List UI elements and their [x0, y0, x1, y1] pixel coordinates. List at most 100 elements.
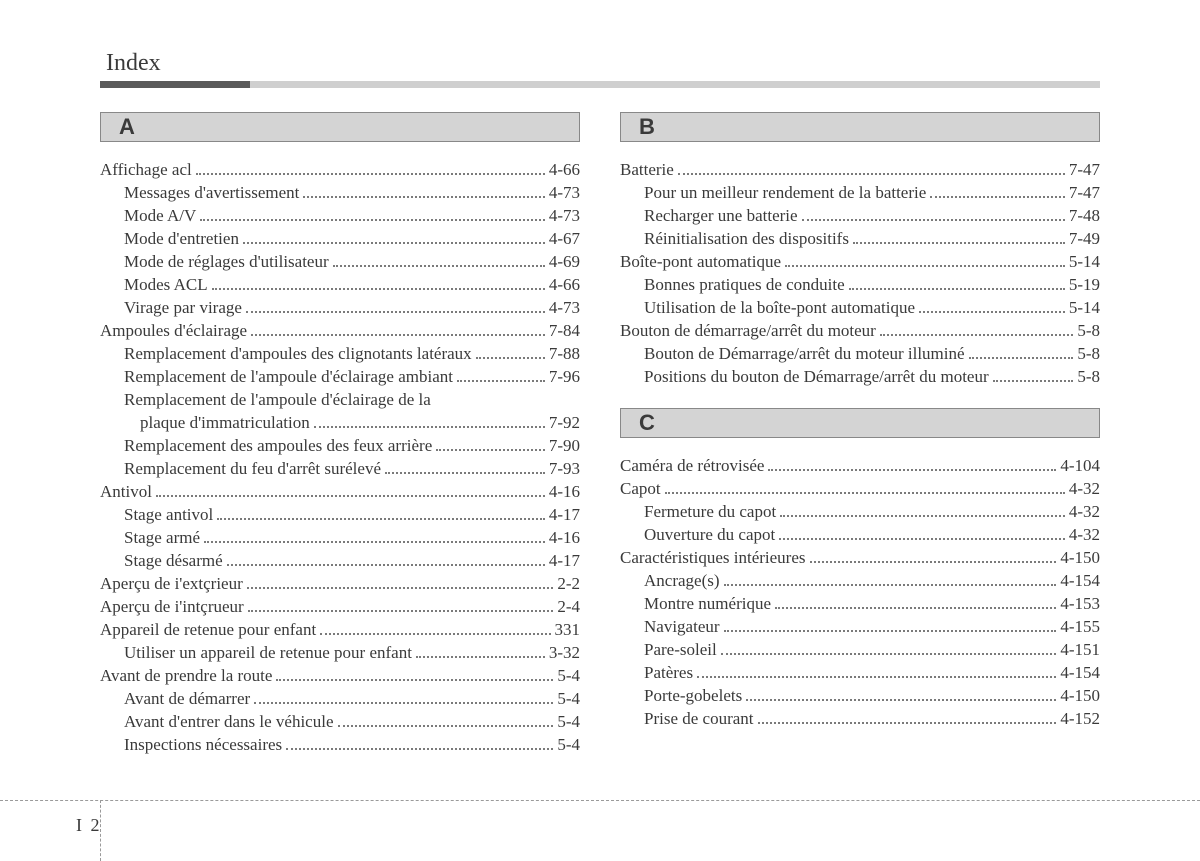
entry-label: Appareil de retenue pour enfant — [100, 618, 316, 641]
leader-dots — [338, 725, 554, 727]
entry-label: Aperçu de i'intçrueur — [100, 595, 244, 618]
entry-label: Remplacement du feu d'arrêt surélevé — [124, 457, 381, 480]
entry-page: 4-16 — [549, 480, 580, 503]
letter-header-a: A — [100, 112, 580, 142]
entry-page: 7-49 — [1069, 227, 1100, 250]
entry-label: Ampoules d'éclairage — [100, 319, 247, 342]
entry-label: Mode de réglages d'utilisateur — [124, 250, 329, 273]
entry-label: Inspections nécessaires — [124, 733, 282, 756]
leader-dots — [227, 564, 545, 566]
index-entry: Boîte-pont automatique5-14 — [620, 250, 1100, 273]
leader-dots — [758, 722, 1057, 724]
leader-dots — [969, 357, 1074, 359]
leader-dots — [785, 265, 1065, 267]
index-entry: Montre numérique4-153 — [620, 592, 1100, 615]
index-entry: Mode A/V4-73 — [100, 204, 580, 227]
page-number: I 2 — [76, 815, 102, 836]
index-entry: Affichage acl4-66 — [100, 158, 580, 181]
entry-page: 5-4 — [557, 664, 580, 687]
index-entry: Utilisation de la boîte-pont automatique… — [620, 296, 1100, 319]
letter-label: B — [621, 114, 655, 140]
index-entry: Batterie7-47 — [620, 158, 1100, 181]
leader-dots — [200, 219, 545, 221]
index-entry: Stage armé4-16 — [100, 526, 580, 549]
index-entry: Capot 4-32 — [620, 477, 1100, 500]
index-entry: Remplacement de l'ampoule d'éclairage de… — [100, 388, 580, 411]
entry-page: 2-4 — [557, 595, 580, 618]
entry-label: Antivol — [100, 480, 152, 503]
entry-page: 5-4 — [557, 687, 580, 710]
entry-label: Remplacement de l'ampoule d'éclairage am… — [124, 365, 453, 388]
entry-page: 4-73 — [549, 296, 580, 319]
index-entry: Recharger une batterie7-48 — [620, 204, 1100, 227]
columns-container: A Affichage acl4-66Messages d'avertisseme… — [100, 112, 1100, 776]
index-entry: Réinitialisation des dispositifs7-49 — [620, 227, 1100, 250]
leader-dots — [247, 587, 554, 589]
entry-label: Ouverture du capot — [644, 523, 775, 546]
leader-dots — [724, 630, 1057, 632]
leader-dots — [746, 699, 1056, 701]
leader-dots — [919, 311, 1065, 313]
index-entry: Avant d'entrer dans le véhicule5-4 — [100, 710, 580, 733]
entry-page: 5-8 — [1077, 342, 1100, 365]
entry-label: Positions du bouton de Démarrage/arrêt d… — [644, 365, 989, 388]
entries-c: Caméra de rétrovisée4-104Capot4-32Fermet… — [620, 454, 1100, 730]
leader-dots — [768, 469, 1056, 471]
entry-label: Pare-soleil — [644, 638, 717, 661]
index-entry: Mode d'entretien 4-67 — [100, 227, 580, 250]
leader-dots — [246, 311, 545, 313]
entry-page: 4-67 — [549, 227, 580, 250]
entry-page: 5-4 — [557, 710, 580, 733]
leader-dots — [780, 515, 1065, 517]
entry-page: 4-16 — [549, 526, 580, 549]
index-entry: Pour un meilleur rendement de la batteri… — [620, 181, 1100, 204]
leader-dots — [385, 472, 545, 474]
entry-label: Ancrage(s) — [644, 569, 720, 592]
leader-dots — [930, 196, 1065, 198]
entry-label: Avant de démarrer — [124, 687, 250, 710]
leader-dots — [156, 495, 545, 497]
index-entry: Ouverture du capot4-32 — [620, 523, 1100, 546]
index-entry: Mode de réglages d'utilisateur4-69 — [100, 250, 580, 273]
entry-page: 5-14 — [1069, 296, 1100, 319]
index-entry: Avant de démarrer 5-4 — [100, 687, 580, 710]
entry-label: Virage par virage — [124, 296, 242, 319]
entry-page: 4-151 — [1060, 638, 1100, 661]
entry-page: 3-32 — [549, 641, 580, 664]
index-entry: Patères4-154 — [620, 661, 1100, 684]
entry-label: Capot — [620, 477, 661, 500]
entry-page: 5-8 — [1077, 319, 1100, 342]
entry-page: 4-32 — [1069, 500, 1100, 523]
leader-dots — [436, 449, 545, 451]
entry-label: Mode d'entretien — [124, 227, 239, 250]
leader-dots — [697, 676, 1056, 678]
leader-dots — [849, 288, 1065, 290]
leader-dots — [802, 219, 1065, 221]
leader-dots — [724, 584, 1057, 586]
left-column: A Affichage acl4-66Messages d'avertisseme… — [100, 112, 580, 776]
entry-label: Bouton de Démarrage/arrêt du moteur illu… — [644, 342, 965, 365]
leader-dots — [853, 242, 1065, 244]
index-entry: Aperçu de i'intçrueur 2-4 — [100, 595, 580, 618]
index-entry: Ampoules d'éclairage7-84 — [100, 319, 580, 342]
entry-label: Bonnes pratiques de conduite — [644, 273, 845, 296]
leader-dots — [993, 380, 1074, 382]
entry-label: Aperçu de i'extçrieur — [100, 572, 243, 595]
leader-dots — [286, 748, 553, 750]
entry-page: 331 — [555, 618, 581, 641]
entry-label: Remplacement des ampoules des feux arriè… — [124, 434, 432, 457]
entry-page: 4-32 — [1069, 477, 1100, 500]
leader-dots — [779, 538, 1065, 540]
crop-mark-horizontal — [0, 800, 1200, 801]
entries-a: Affichage acl4-66Messages d'avertissemen… — [100, 158, 580, 756]
leader-dots — [457, 380, 545, 382]
entry-label: Fermeture du capot — [644, 500, 776, 523]
index-entry: Caractéristiques intérieures4-150 — [620, 546, 1100, 569]
entry-label: Affichage acl — [100, 158, 192, 181]
index-entry: Stage antivol4-17 — [100, 503, 580, 526]
leader-dots — [243, 242, 545, 244]
entry-label: Remplacement d'ampoules des clignotants … — [124, 342, 472, 365]
entry-page: 4-154 — [1060, 569, 1100, 592]
entry-page: 5-4 — [557, 733, 580, 756]
index-entry: Bouton de démarrage/arrêt du moteur5-8 — [620, 319, 1100, 342]
